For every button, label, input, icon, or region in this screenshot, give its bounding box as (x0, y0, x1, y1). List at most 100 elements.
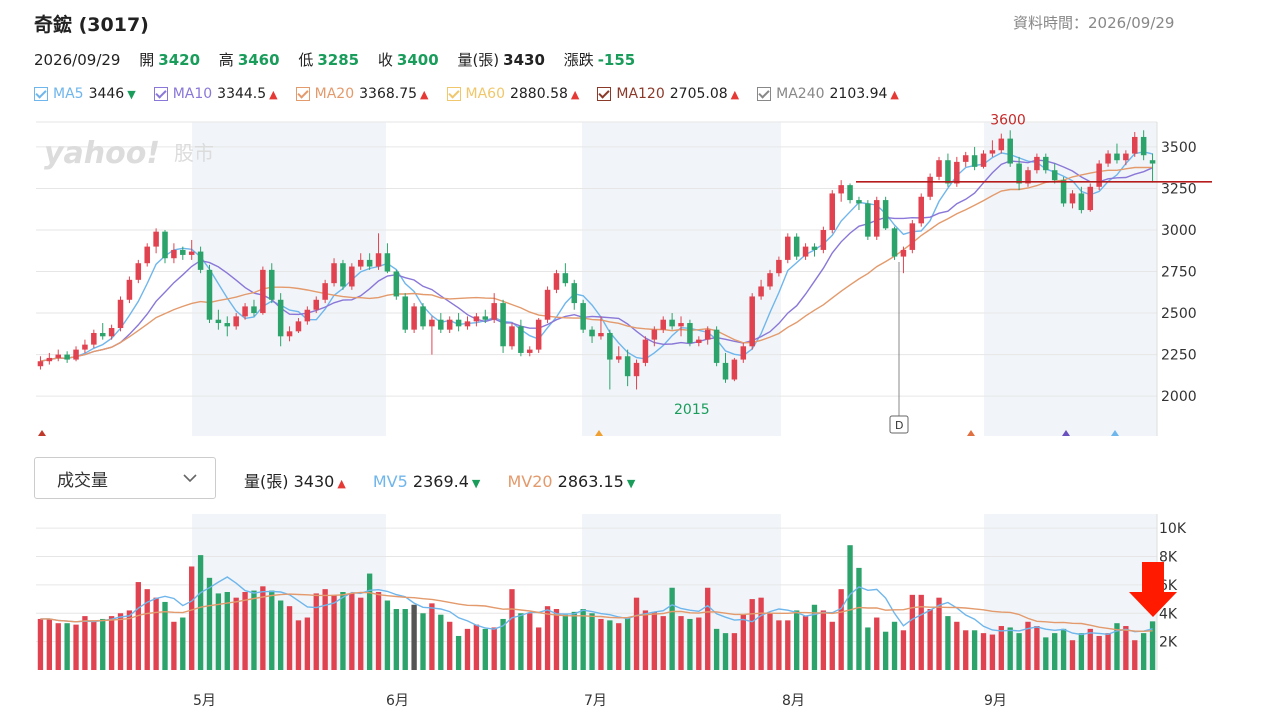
candle-body (767, 273, 773, 287)
volume-bar (722, 633, 729, 670)
volume-bar (429, 603, 435, 670)
volume-bar (802, 616, 809, 670)
candle-body (375, 253, 382, 267)
volume-bar (642, 610, 649, 670)
page-title: 奇鋐 (3017) (34, 14, 149, 36)
volume-bar (340, 592, 346, 670)
mv5-label: MV5 (372, 472, 408, 491)
checkbox-icon[interactable] (597, 87, 612, 101)
volume-bar (527, 613, 533, 670)
indicator-dropdown[interactable]: 成交量 (34, 457, 216, 499)
down-arrow-icon (1129, 562, 1177, 617)
checkbox-icon[interactable] (295, 87, 310, 101)
ma-value: 2103.94 (829, 86, 888, 102)
volume-bar (678, 616, 684, 670)
checkbox-icon[interactable] (34, 87, 48, 101)
volume-bar (1123, 626, 1129, 670)
volume-tick-label: 10K (1159, 521, 1187, 537)
candle-body (402, 296, 408, 330)
volume-bar (464, 628, 471, 670)
up-triangle-icon: ▲ (730, 87, 740, 101)
volume-bar (82, 616, 88, 670)
candle-body (1043, 156, 1049, 171)
volume-bar (740, 614, 746, 670)
ma-toggle-ma20[interactable]: MA20 3368.75 ▲ (295, 86, 429, 102)
candle-body (464, 321, 471, 327)
ma-toggle-ma120[interactable]: MA120 2705.08 ▲ (597, 86, 739, 102)
candle-body (785, 236, 791, 260)
volume-bar (224, 592, 230, 670)
candle-body (1025, 170, 1031, 184)
candle-body (411, 306, 417, 330)
ma-toggle-ma5[interactable]: MA5 3446 ▼ (34, 86, 136, 102)
candle-body (251, 306, 257, 314)
candle-body (144, 246, 150, 264)
volume-bar (180, 617, 186, 670)
volume-bar (295, 620, 302, 670)
candle-body (607, 332, 613, 360)
volume-bar (55, 623, 61, 670)
candle-body (856, 200, 862, 204)
event-marker-box (889, 415, 909, 434)
ma-value: 2880.58 (509, 86, 568, 102)
candle-body (615, 356, 622, 360)
ma-label: MA10 (172, 86, 213, 102)
volume-bar (874, 617, 880, 670)
ma-label: MA120 (616, 86, 665, 102)
candle-body (162, 231, 168, 259)
candle-body (420, 306, 426, 327)
volume-bar (811, 604, 818, 670)
candle-body (980, 153, 987, 167)
ma-toggle-ma10[interactable]: MA10 3344.5 ▲ (153, 86, 278, 102)
candle-body (731, 359, 738, 380)
volume-bar (998, 626, 1004, 670)
volume-bar (189, 566, 195, 670)
volume-bar (411, 604, 417, 670)
ma-label: MA60 (465, 86, 505, 102)
chevron-down-icon (183, 468, 197, 488)
month-label: 5月 (193, 693, 216, 709)
volume-bar (918, 594, 924, 670)
candle-body (633, 362, 640, 377)
candle-body (1105, 153, 1111, 164)
volume-bar (37, 618, 44, 670)
quote-date: 2026/09/29 (34, 51, 121, 69)
candle-body (838, 185, 844, 194)
volume-bar (286, 606, 293, 670)
volume-bar (197, 555, 204, 670)
up-triangle-icon: ▲ (890, 87, 899, 101)
ma-toggle-ma60[interactable]: MA60 2880.58 ▲ (446, 86, 579, 102)
volume-bar (589, 613, 595, 670)
volume-bar (607, 620, 613, 670)
candle-body (589, 329, 595, 337)
high-value: 3460 (237, 51, 280, 69)
volume-bar (251, 590, 257, 670)
candle-body (331, 263, 337, 284)
ma20-line (40, 166, 1153, 362)
candle-body (286, 331, 293, 337)
candle-body (73, 349, 79, 360)
ma-label: MA5 (53, 86, 84, 102)
volume-bar (891, 621, 898, 670)
volume-bar (616, 623, 622, 670)
volume-bar (971, 630, 978, 670)
volume-bar (349, 593, 355, 670)
checkbox-icon[interactable] (446, 87, 461, 101)
candle-body (882, 200, 889, 229)
volume-bar (509, 589, 515, 670)
candle-body (446, 319, 453, 330)
volume-bar (144, 589, 150, 670)
ma-toggle-ma240[interactable]: MA240 2103.94 ▲ (757, 86, 899, 102)
candle-body (1051, 170, 1058, 181)
signal-triangle-icon (595, 430, 603, 436)
month-label: 8月 (782, 693, 805, 709)
checkbox-icon[interactable] (153, 87, 168, 101)
candle-body (624, 356, 631, 377)
volume-bar (73, 624, 79, 670)
month-label: 7月 (584, 693, 607, 709)
candle-body (126, 279, 133, 300)
checkbox-icon[interactable] (757, 87, 772, 101)
candle-body (909, 223, 916, 250)
candle-body (393, 271, 400, 297)
